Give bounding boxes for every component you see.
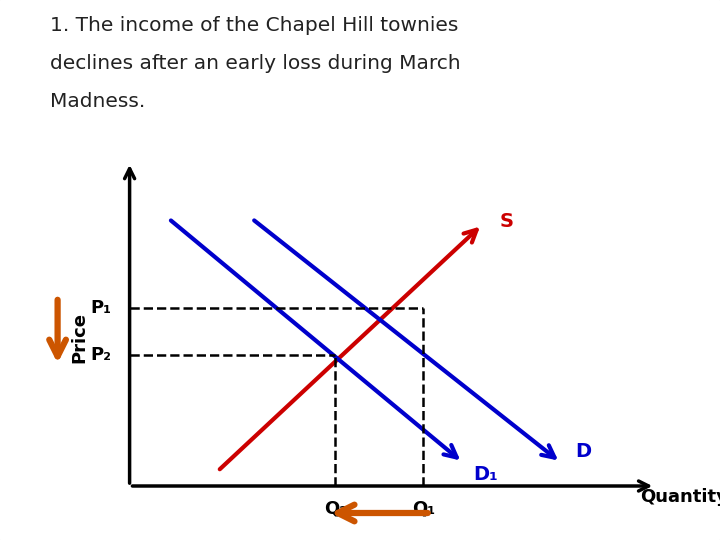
Text: Q₂: Q₂	[324, 500, 347, 517]
Text: P₁: P₁	[91, 299, 112, 317]
Text: Madness.: Madness.	[50, 92, 145, 111]
Text: D: D	[575, 442, 591, 461]
Text: Q₁: Q₁	[412, 500, 435, 517]
Text: Price: Price	[70, 312, 88, 363]
Text: Quantity: Quantity	[640, 488, 720, 506]
Text: P₂: P₂	[91, 346, 112, 364]
Text: D₁: D₁	[473, 465, 498, 484]
Text: declines after an early loss during March: declines after an early loss during Marc…	[50, 54, 461, 73]
Text: 1. The income of the Chapel Hill townies: 1. The income of the Chapel Hill townies	[50, 16, 459, 35]
Text: S: S	[500, 212, 514, 232]
